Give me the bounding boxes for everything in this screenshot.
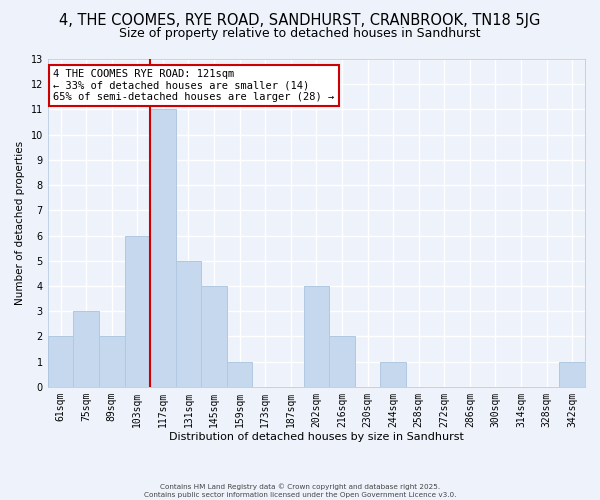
Bar [48, 336, 73, 387]
Bar [201, 286, 227, 387]
Bar [150, 110, 176, 387]
Bar [559, 362, 585, 387]
Bar [380, 362, 406, 387]
Text: 4, THE COOMES, RYE ROAD, SANDHURST, CRANBROOK, TN18 5JG: 4, THE COOMES, RYE ROAD, SANDHURST, CRAN… [59, 12, 541, 28]
Y-axis label: Number of detached properties: Number of detached properties [15, 141, 25, 305]
Bar [99, 336, 125, 387]
Bar [329, 336, 355, 387]
Bar [125, 236, 150, 387]
Text: 4 THE COOMES RYE ROAD: 121sqm
← 33% of detached houses are smaller (14)
65% of s: 4 THE COOMES RYE ROAD: 121sqm ← 33% of d… [53, 69, 334, 102]
Text: Contains HM Land Registry data © Crown copyright and database right 2025.
Contai: Contains HM Land Registry data © Crown c… [144, 484, 456, 498]
Text: Size of property relative to detached houses in Sandhurst: Size of property relative to detached ho… [119, 28, 481, 40]
Bar [73, 311, 99, 387]
Bar [304, 286, 329, 387]
Bar [176, 260, 201, 387]
X-axis label: Distribution of detached houses by size in Sandhurst: Distribution of detached houses by size … [169, 432, 464, 442]
Bar [227, 362, 253, 387]
